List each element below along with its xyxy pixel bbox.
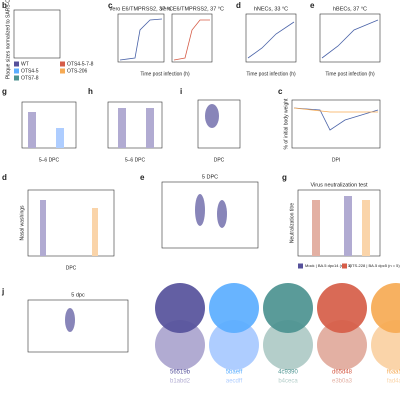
y-axis-label: Neutralization titre	[289, 203, 295, 244]
x-axis-label: Time post infection (h)	[140, 71, 190, 77]
palette-hex-dark: 5baeff	[226, 370, 243, 376]
plot-frames	[13, 9, 381, 353]
panel-letter: d	[236, 1, 241, 10]
palette-light	[317, 320, 367, 370]
legend-label: WT	[21, 61, 29, 67]
plot-bars	[28, 104, 370, 332]
legend-label: OTS4-5	[21, 68, 39, 74]
x-axis-label: DPC	[66, 265, 77, 271]
panel-letter: g	[2, 87, 7, 96]
x-axis-label: Time post infection (h)	[325, 71, 375, 77]
palette-hex-light: b1abd2	[170, 379, 191, 385]
panel-title: hNECs, 33 °C	[254, 6, 288, 12]
palette-hex-dark: 4c9390	[278, 370, 298, 376]
palette-light	[155, 320, 205, 370]
panel-letter: c	[108, 1, 113, 10]
palette-hex-light: aecdff	[226, 379, 243, 385]
palette-hex-dark: d65d48	[332, 370, 353, 376]
y-axis-label: Plaque sizes normalized to SARS-CoV-2	[5, 0, 11, 79]
legend-swatch	[60, 68, 65, 74]
legend-label: OTS-206	[67, 68, 88, 74]
palette-hex-light: fad4a9	[387, 379, 400, 385]
y-axis-label: Nasal washings	[19, 205, 25, 241]
legend-swatch	[14, 75, 19, 81]
palette-dark	[317, 283, 367, 333]
y-axis-label: % of initial body weight	[283, 98, 289, 149]
panel-title: hBECs, 37 °C	[333, 6, 367, 12]
panel-letter: i	[180, 87, 182, 96]
panel-letter: g	[282, 173, 287, 182]
panel-letter: c	[278, 87, 283, 96]
panel-letter: b	[2, 1, 7, 10]
panel-letter: j	[1, 287, 4, 296]
legend-label: OTS4-5-7-8	[67, 61, 94, 67]
panel-letter: h	[88, 87, 93, 96]
panel-letter: d	[2, 173, 7, 182]
panel-title: Vero E6/TMPRSS2, 37 °C	[160, 6, 224, 12]
panel-title: Vero E6/TMPRSS2, 37 °C	[109, 6, 173, 12]
palette-hex-dark: f6aa54	[387, 370, 400, 376]
legend-swatch	[14, 61, 19, 67]
legend-label: OTS7-8	[21, 75, 39, 81]
x-axis-label: 5–6 DPC	[125, 157, 146, 163]
x-axis-label: 5–6 DPC	[39, 157, 60, 163]
panel-letter: e	[310, 1, 315, 10]
panel-letter: e	[140, 173, 145, 182]
palette-hex-light: e3b0a3	[332, 379, 353, 385]
legend-label: Mock | BA.5 dpc14 (n = 3)	[305, 263, 352, 268]
palette-dark	[263, 283, 313, 333]
palette-light	[263, 320, 313, 370]
panel-title: 5 DPC	[202, 174, 218, 180]
panel-title: Virus neutralization test	[310, 182, 368, 188]
palette-light	[209, 320, 259, 370]
x-axis-label: Time post infection (h)	[246, 71, 296, 77]
palette-dark	[371, 283, 400, 333]
x-axis-label: DPI	[332, 157, 340, 163]
palette-dark	[209, 283, 259, 333]
legend-swatch	[14, 68, 19, 74]
palette-hex-light: b4ceca	[278, 379, 298, 385]
legend-swatch	[60, 61, 65, 67]
plot-sketches	[119, 18, 379, 131]
x-axis-label: DPC	[214, 157, 225, 163]
legend-swatch	[298, 263, 303, 269]
palette-dark	[155, 283, 205, 333]
panel-title: 5 dpc	[71, 292, 85, 298]
legend-label: OTS-228 | BA.5 dpc5 (n = 5)	[349, 263, 400, 268]
palette-hex-dark: 56519b	[170, 370, 191, 376]
legend-swatch	[342, 263, 347, 269]
